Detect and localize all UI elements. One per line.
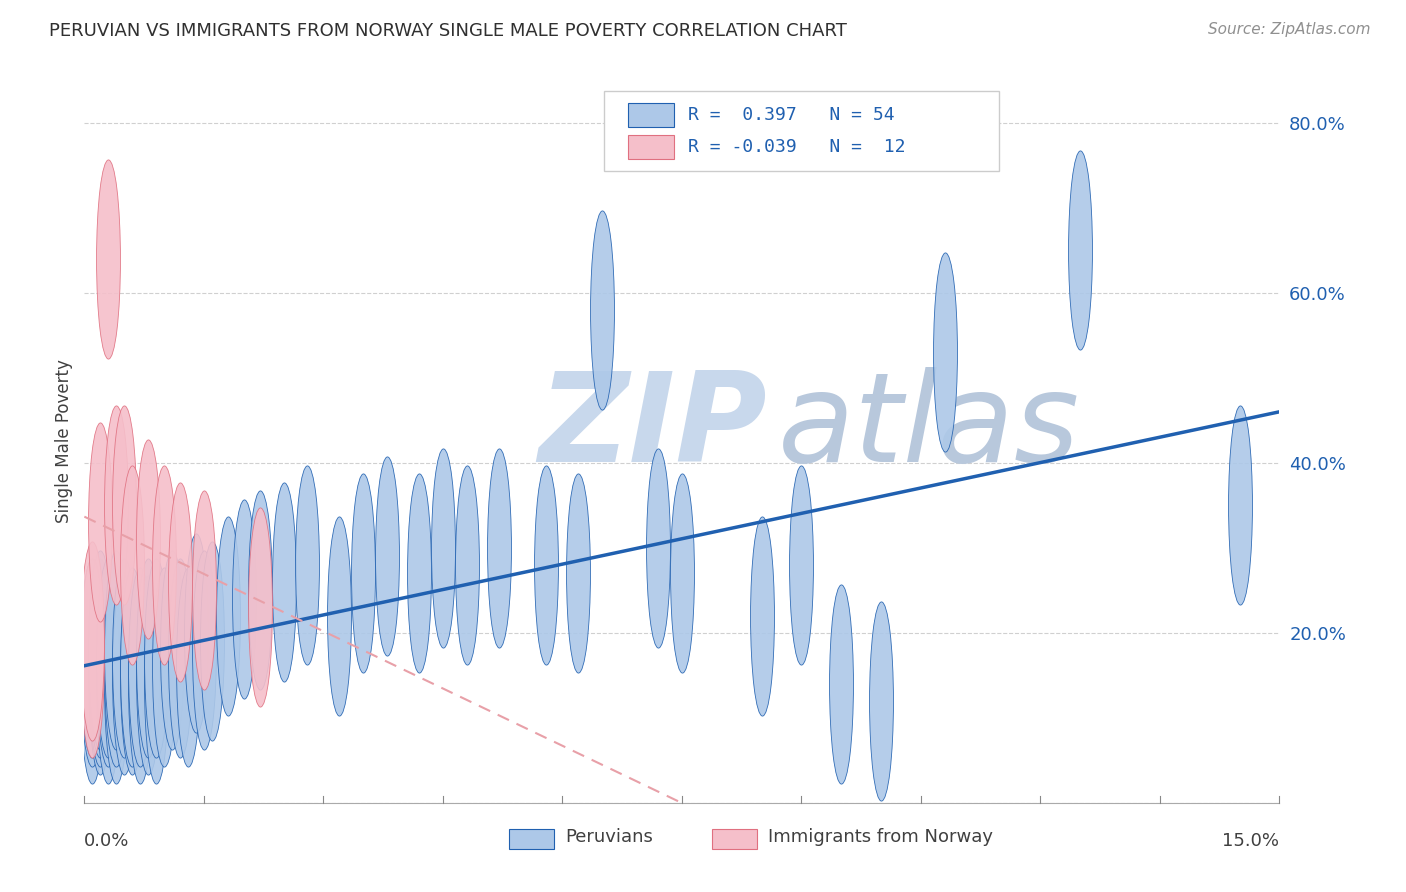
FancyBboxPatch shape — [509, 829, 554, 849]
Text: Source: ZipAtlas.com: Source: ZipAtlas.com — [1208, 22, 1371, 37]
Text: 15.0%: 15.0% — [1222, 831, 1279, 850]
FancyBboxPatch shape — [628, 135, 673, 159]
FancyBboxPatch shape — [711, 829, 758, 849]
FancyBboxPatch shape — [628, 103, 673, 127]
Text: Immigrants from Norway: Immigrants from Norway — [768, 829, 993, 847]
Text: R =  0.397   N = 54: R = 0.397 N = 54 — [688, 106, 894, 124]
Text: PERUVIAN VS IMMIGRANTS FROM NORWAY SINGLE MALE POVERTY CORRELATION CHART: PERUVIAN VS IMMIGRANTS FROM NORWAY SINGL… — [49, 22, 846, 40]
Text: R = -0.039   N =  12: R = -0.039 N = 12 — [688, 137, 905, 156]
Y-axis label: Single Male Poverty: Single Male Poverty — [55, 359, 73, 524]
Text: atlas: atlas — [778, 367, 1080, 488]
Text: 0.0%: 0.0% — [84, 831, 129, 850]
Text: Peruvians: Peruvians — [565, 829, 652, 847]
Text: ZIP: ZIP — [538, 367, 768, 488]
FancyBboxPatch shape — [605, 91, 998, 170]
